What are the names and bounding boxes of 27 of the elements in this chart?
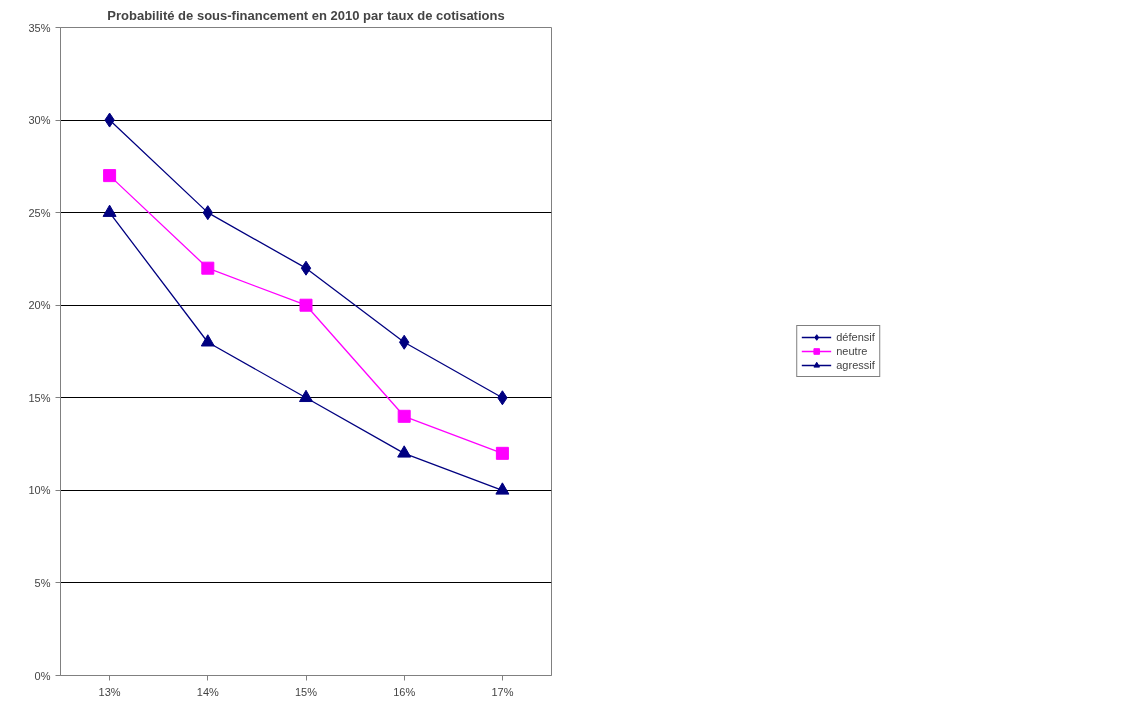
point	[299, 389, 313, 403]
point	[103, 169, 117, 183]
y-tick-label: 10%	[28, 484, 51, 497]
point	[495, 482, 510, 495]
legend-label: agressif	[836, 358, 875, 372]
point	[300, 260, 312, 276]
point	[495, 446, 509, 460]
y-tick-label: 25%	[28, 206, 51, 219]
point	[200, 334, 215, 347]
y-tick-label: 30%	[28, 114, 51, 127]
point	[397, 409, 411, 423]
y-tick-label: 5%	[34, 576, 51, 589]
x-tick-label: 16%	[393, 685, 416, 698]
point	[397, 445, 412, 458]
y-tick-label: 35%	[28, 21, 51, 34]
legend-label: neutre	[836, 344, 868, 358]
point	[201, 261, 215, 275]
x-tick-label: 13%	[98, 685, 121, 698]
y-tick-label: 0%	[34, 669, 51, 682]
y-tick-label: 15%	[28, 391, 51, 404]
y-tick-label: 20%	[28, 299, 51, 312]
x-tick-label: 14%	[196, 685, 220, 698]
x-tick-label: 17%	[491, 685, 514, 698]
chart-title: Probabilité de sous-financement en 2010 par taux de cotisations	[107, 7, 505, 23]
legend-label: défensif	[836, 330, 875, 344]
point	[299, 298, 313, 312]
x-tick-label: 15%	[294, 685, 318, 698]
